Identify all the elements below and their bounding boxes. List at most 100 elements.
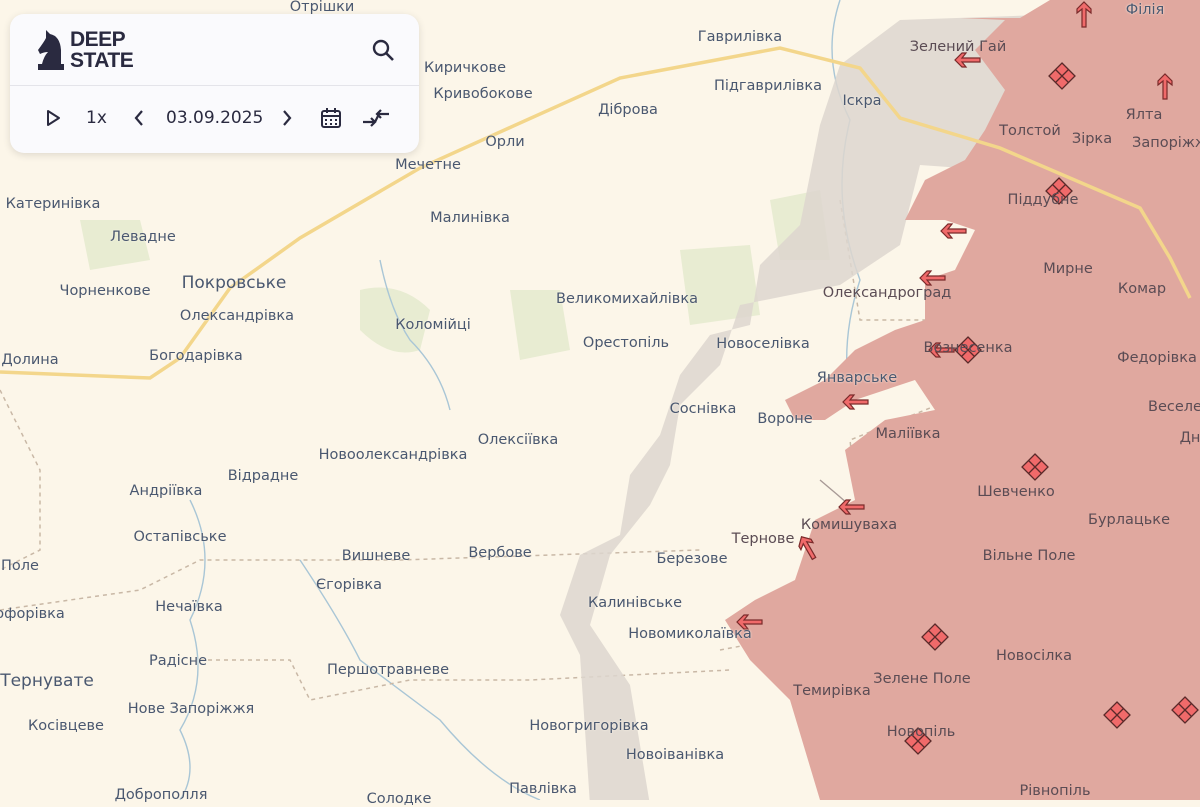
place-label: Вільне Поле (982, 548, 1076, 564)
place-label: Отрішки (289, 0, 355, 15)
search-button[interactable] (371, 38, 395, 66)
place-label: Вознесенка (923, 340, 1013, 356)
place-label: Підгаврилівка (713, 78, 823, 94)
arrow-icon (1157, 73, 1173, 100)
place-label: Соснівка (669, 401, 737, 417)
place-label: Відрадне (227, 468, 299, 484)
place-label: Новосілка (995, 648, 1073, 664)
place-label: Андріївка (129, 483, 203, 499)
place-label: Маліївка (875, 426, 941, 442)
place-label: Кривобокове (433, 86, 533, 102)
place-label: Зелене Поле (873, 671, 971, 687)
diamond-grid-icon[interactable] (954, 336, 982, 364)
place-label: Тернове (731, 531, 795, 547)
logo[interactable]: DEEP STATE (38, 28, 134, 72)
place-label: Дні (1179, 430, 1200, 446)
play-button[interactable] (44, 106, 62, 130)
place-label: Косівцеве (28, 718, 104, 734)
arrow-icon (954, 52, 981, 68)
place-label: Іскра (842, 93, 882, 109)
place-label: Рівнопіль (1019, 783, 1091, 799)
place-label: Вишневе (341, 548, 411, 564)
place-label: Новопіль (886, 724, 956, 740)
place-label: Філія (1125, 2, 1165, 18)
diamond-grid-icon[interactable] (921, 623, 949, 651)
place-label: Олексіївка (477, 432, 559, 448)
place-label: Першотравневе (326, 662, 450, 678)
place-label: Темирівка (793, 683, 871, 699)
highway (0, 46, 1192, 380)
diamond-grid-icon[interactable] (1103, 701, 1131, 729)
compare-button[interactable] (362, 106, 390, 130)
diamond-grid-icon[interactable] (1048, 62, 1076, 90)
diamond-grid-icon[interactable] (1021, 453, 1049, 481)
river (379, 259, 451, 411)
place-label: Нове Запоріжжя (127, 701, 255, 717)
place-label: Мечетне (395, 157, 461, 173)
place-label: Шевченко (977, 484, 1055, 500)
arrow-icon (928, 342, 955, 358)
place-label: Березове (656, 551, 728, 567)
place-label: Коломійці (395, 317, 471, 333)
field-area (510, 290, 570, 360)
logo-text: DEEP STATE (70, 28, 134, 72)
arrow-icon (798, 536, 817, 561)
place-label: Федорівка (1117, 350, 1197, 366)
diamond-grid-icon[interactable] (1045, 177, 1073, 205)
place-label: Новомиколаївка (628, 626, 752, 642)
place-label: Зірка (1071, 131, 1113, 147)
border-line (0, 389, 41, 571)
calendar-icon (321, 108, 341, 128)
field-area (360, 287, 430, 353)
place-label: Єгорівка (315, 577, 383, 593)
occupied-territory (725, 0, 1200, 800)
calendar-button[interactable] (320, 106, 342, 130)
chevron-right-icon (283, 110, 292, 126)
diamond-grid-icon[interactable] (1171, 696, 1199, 724)
place-label: Комишуваха (800, 517, 898, 533)
place-label: Новогригорівка (529, 718, 649, 734)
place-label: Калинівське (587, 595, 683, 611)
river (179, 499, 206, 800)
place-label: Діброва (598, 102, 658, 118)
border-line (0, 549, 701, 611)
place-label: Поле (1, 558, 39, 574)
place-label: Новоселівка (716, 336, 810, 352)
place-label: Зелений Гай (909, 39, 1007, 55)
place-label: Комар (1117, 281, 1167, 297)
place-label: офорівка (0, 606, 65, 622)
previous-date-button[interactable] (132, 106, 146, 130)
place-label: Киричкове (423, 60, 507, 76)
control-panel: DEEP STATE 1x 03.09.2025 (10, 14, 419, 153)
place-label: Великомихайлівка (556, 291, 698, 307)
place-label: Бурлацьке (1088, 512, 1170, 528)
arrow-icon (919, 270, 946, 286)
speed-button[interactable]: 1x (86, 108, 107, 128)
place-label: Толстой (999, 123, 1061, 139)
place-label: Нечаївка (155, 599, 223, 615)
date-display[interactable]: 03.09.2025 (166, 108, 264, 128)
place-label: Веселе (1148, 399, 1200, 415)
place-label: Богодарівка (149, 348, 243, 364)
arrow-icon (940, 223, 967, 239)
place-label: Вербове (468, 545, 532, 561)
place-label: Мирне (1043, 261, 1093, 277)
roads (0, 46, 1192, 380)
place-label: Олександроград (822, 285, 952, 301)
next-date-button[interactable] (280, 106, 294, 130)
place-label: Новоолександрівка (318, 447, 468, 463)
river (299, 559, 541, 800)
place-label: Левадне (110, 229, 176, 245)
place-label: Орестопіль (582, 335, 670, 351)
place-label: Долина (1, 352, 59, 368)
compare-arrows-icon (363, 109, 389, 127)
chevron-left-icon (134, 110, 143, 126)
place-label: Остапівське (133, 529, 227, 545)
place-label: Малинівка (430, 210, 510, 226)
place-label: Январське (816, 370, 898, 386)
knight-chess-icon (38, 30, 64, 70)
place-label: Катеринівка (5, 196, 101, 212)
divider (10, 85, 419, 86)
diamond-grid-icon[interactable] (904, 727, 932, 755)
